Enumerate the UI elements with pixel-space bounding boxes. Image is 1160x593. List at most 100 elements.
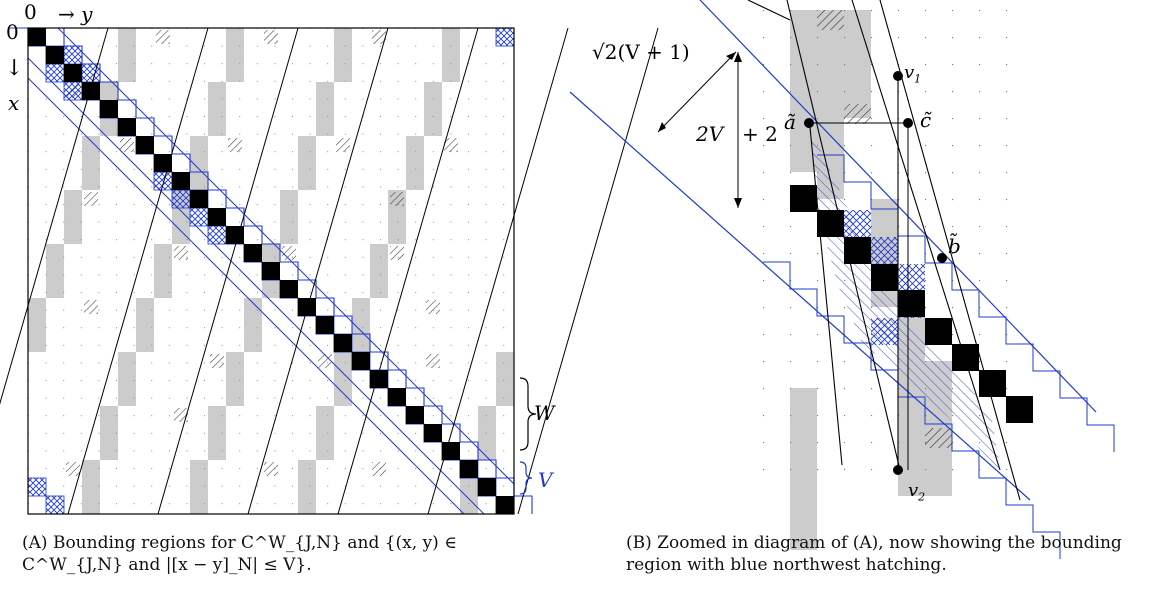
diagonal-cell xyxy=(370,370,388,388)
zoom-black-cell xyxy=(979,370,1006,397)
diagonal-cell xyxy=(388,388,406,406)
diagonal-cell xyxy=(100,100,118,118)
point-v1-label-sub: 1 xyxy=(914,72,922,86)
hatched-cell xyxy=(390,246,404,260)
caption-b-text: Zoomed in diagram of (A), now showing th… xyxy=(626,533,1122,575)
cross-hatch-cell xyxy=(45,495,65,515)
hatched-cell xyxy=(390,192,404,206)
zoom-black-cell xyxy=(898,290,925,317)
panel-a-figure xyxy=(0,27,659,515)
zoom-blue-lower-line xyxy=(569,91,1031,501)
slanted-line xyxy=(0,27,109,405)
diagonal-cell xyxy=(460,460,478,478)
hatched-cell xyxy=(336,138,350,152)
cross-hatch-cell xyxy=(207,225,227,245)
hatched-cell xyxy=(66,462,80,476)
hatched-cell xyxy=(120,138,134,152)
caption-b: (B) Zoomed in diagram of (A), now showin… xyxy=(626,532,1146,576)
hatched-cell xyxy=(84,192,98,206)
bounding-region-hatch xyxy=(809,127,1000,470)
hatched-cell xyxy=(264,30,278,44)
point-a-label: ã xyxy=(784,110,796,134)
hatched-cell xyxy=(174,408,188,422)
hatched-cell xyxy=(174,246,188,260)
diagonal-cell xyxy=(334,334,352,352)
caption-a-text: Bounding regions for C^W_{J,N} and {(x, … xyxy=(22,533,457,575)
zoom-black-cell xyxy=(844,237,871,264)
point-v2-label-sub: 2 xyxy=(918,490,926,504)
diagonal-cell xyxy=(352,352,370,370)
diagonal-cell xyxy=(298,298,316,316)
zoom-slanted-line xyxy=(809,126,843,466)
zoom-black-cells xyxy=(790,185,1033,423)
zoom-slanted-line xyxy=(786,0,901,471)
caption-b-tag: (B) xyxy=(626,533,652,553)
zoom-blue-upper-staircase xyxy=(817,154,1115,452)
slanted-line xyxy=(337,27,479,515)
zoom-black-cell xyxy=(952,344,979,371)
diagonal-cell xyxy=(46,46,64,64)
diagonal-cell xyxy=(118,118,136,136)
point-v2-label: v2 xyxy=(908,482,925,503)
zoom-slanted-line xyxy=(747,0,791,21)
cross-hatch-cell xyxy=(45,63,65,83)
y-axis-arrow-label: → y xyxy=(58,2,93,26)
panel-b: √2(V + 1) 2V + 2 ã c̃ b̃ v1 v2 (B) Zoome… xyxy=(569,0,1160,593)
zoom-blue-lower-staircase xyxy=(763,261,1061,559)
slanted-line xyxy=(247,27,389,515)
a-point xyxy=(804,118,814,128)
slanted-line xyxy=(427,27,569,515)
diagonal-cell xyxy=(424,424,442,442)
zoom-cross-hatch-cell xyxy=(898,264,925,291)
brace-V xyxy=(519,461,533,495)
zoom-black-cell xyxy=(1006,396,1033,423)
two-v-label: 2V xyxy=(696,122,724,146)
diagonal-cell xyxy=(478,478,496,496)
cross-hatch-cell xyxy=(495,27,515,47)
diagonal-cell xyxy=(262,262,280,280)
zoom-slanted-line xyxy=(879,0,1021,501)
zoom-points xyxy=(804,71,947,475)
cross-hatch-cell xyxy=(63,81,83,101)
plus-two-label: + 2 xyxy=(742,122,778,146)
point-v1-label-v: v xyxy=(904,62,915,83)
zoom-black-cell xyxy=(925,318,952,345)
hatched-cell xyxy=(372,30,386,44)
brace-W-label: W xyxy=(534,401,555,425)
hatched-cell xyxy=(318,354,332,368)
point-c-label: c̃ xyxy=(920,108,932,132)
diagonal-cell xyxy=(172,172,190,190)
zoom-lines xyxy=(747,0,1021,501)
hatched-cell xyxy=(210,354,224,368)
blue-boundary-upper xyxy=(57,27,515,485)
origin-col-label: 0 xyxy=(24,0,37,24)
cross-hatch-cell xyxy=(189,207,209,227)
diagonal-cell xyxy=(82,82,100,100)
zoom-dimensions xyxy=(657,51,742,208)
cross-hatch-cell xyxy=(153,171,173,191)
diagonal-cell xyxy=(244,244,262,262)
zoom-black-cell xyxy=(790,185,817,212)
blue-boundary-lower-2 xyxy=(27,77,465,515)
diagonal-cell xyxy=(406,406,424,424)
sqrt-dimension-arrow xyxy=(657,51,737,133)
cross-hatch-cell xyxy=(63,45,83,65)
b-point xyxy=(937,253,947,263)
slanted-line xyxy=(517,27,659,515)
panel-b-figure xyxy=(569,0,1115,559)
blue-upper-staircase xyxy=(46,27,533,514)
zoom-black-cell xyxy=(817,210,844,237)
diagonal-black-cells xyxy=(28,28,514,514)
hatched-cell xyxy=(444,138,458,152)
diagonal-cell xyxy=(28,28,46,46)
hatched-cell xyxy=(264,462,278,476)
diagonal-cell xyxy=(190,190,208,208)
diagonal-cell xyxy=(280,280,298,298)
hatched-cell xyxy=(282,246,296,260)
hatched-cell xyxy=(228,138,242,152)
slanted-line xyxy=(157,27,299,515)
v2-point xyxy=(893,465,903,475)
point-v1-label: v1 xyxy=(904,64,921,85)
brace-V-label: V xyxy=(538,468,553,492)
diagonal-cell xyxy=(316,316,334,334)
